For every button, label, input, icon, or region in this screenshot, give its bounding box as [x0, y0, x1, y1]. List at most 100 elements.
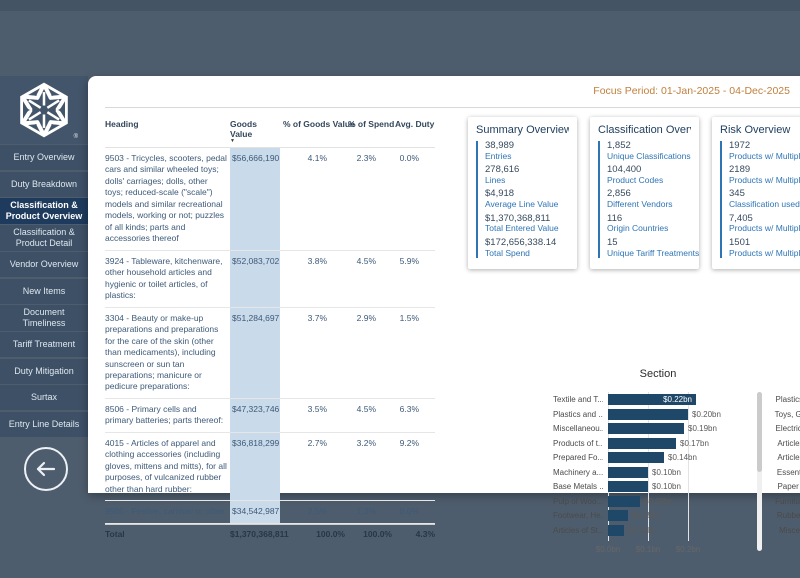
sidebar-item-duty-breakdown[interactable]: Duty Breakdown [0, 171, 88, 197]
stat-label: Lines [485, 175, 506, 186]
cell-heading: 4015 - Articles of apparel and clothing … [105, 437, 227, 494]
top-strip [0, 0, 800, 11]
headings-table: Heading Goods Value ▼ % of Goods Value %… [105, 116, 435, 544]
bar-footwear-he[interactable] [608, 510, 628, 521]
stat-item: $172,656,338.14 Total Spend [485, 237, 569, 259]
bar-products-of-t[interactable] [608, 437, 676, 449]
bar-plastics-and[interactable] [608, 408, 688, 420]
sidebar-nav: Entry Overview Duty Breakdown Classificati… [0, 145, 88, 437]
col-pct-spend[interactable]: % of Spend [348, 119, 395, 129]
category-label: Base Metals ... [553, 482, 603, 491]
category-label: Products of t... [553, 438, 603, 448]
cell-avg-duty: 0.0% [399, 153, 419, 163]
cell-goods-value: $36,818,299 [230, 432, 280, 501]
sidebar-item-label: Vendor Overview [9, 259, 79, 270]
bar-value-label: $0.14bn [668, 453, 697, 462]
category-label: Miscellaneou... [553, 424, 603, 433]
sidebar-item-tariff-treatment[interactable]: Tariff Treatment [0, 332, 88, 358]
total-pct-spend: 100.0% [363, 528, 392, 539]
bar-value-label: $0.10bn [652, 467, 681, 477]
table-row[interactable]: 9503 - Tricycles, scooters, pedal cars a… [105, 148, 435, 251]
stat-value: $4,918 [485, 188, 515, 200]
axis-tick-label: $0.0bn [595, 545, 621, 554]
card-title: Classification Overview [598, 124, 691, 136]
sidebar-item-classification-product-overview[interactable]: Classification & Product Overview [0, 198, 88, 224]
bar-machinery-a[interactable] [608, 466, 648, 478]
stat-item: 104,400 Product Codes [607, 164, 691, 186]
card-stats: 1,852 Unique Classifications 104,400 Produc… [598, 140, 699, 259]
table-row[interactable]: 9505 - Festive, carnival or other $34,542… [105, 501, 435, 524]
table-row[interactable]: 8506 - Primary cells and primary batteri… [105, 398, 435, 433]
cell-heading: 3304 - Beauty or make-up preparations an… [105, 312, 219, 392]
stat-label: Unique Classifications [607, 150, 691, 161]
stat-value: 116 [607, 212, 623, 224]
category-label: Articles Of A... [777, 438, 800, 448]
stat-label: Products w/ Multiple T [729, 175, 800, 186]
category-label: Toys, Games... [774, 409, 800, 419]
bar-value-label: $0.19bn [688, 424, 717, 433]
chart-section: Section $0.0bn $0.1bn $0.2bn Textile and T..… [553, 368, 763, 560]
stat-label: Average Line Value [485, 199, 559, 210]
bar-value-label: $0.20bn [692, 409, 721, 419]
stat-item: 116 Origin Countries [607, 212, 691, 235]
bar-textile-and-t[interactable] [608, 394, 696, 405]
sidebar-item-duty-mitigation[interactable]: Duty Mitigation [0, 358, 88, 384]
cell-pct-spend: 4.5% [356, 255, 376, 266]
sidebar-item-document-timeliness[interactable]: Document Timeliness [0, 305, 88, 331]
table-row[interactable]: 4015 - Articles of apparel and clothing … [105, 432, 435, 502]
table-row[interactable]: 3924 - Tableware, kitchenware, other hou… [105, 250, 435, 308]
category-label: Miscellaneo... [779, 525, 800, 535]
cell-goods-value: $47,323,746 [230, 398, 280, 432]
col-goods-value[interactable]: Goods Value ▼ [230, 119, 280, 144]
chart-scrollbar[interactable] [757, 392, 762, 551]
bar-base-metals[interactable] [608, 481, 648, 492]
category-label: Plastics And ... [775, 395, 800, 404]
card-title: Risk Overview [720, 124, 791, 136]
cell-avg-duty: 1.5% [399, 312, 419, 323]
sidebar-item-classification-product-detail[interactable]: Classification & Product Detail [0, 225, 88, 251]
stat-label: Products w/ Multiple C [729, 247, 800, 258]
sidebar-item-label: Classification & Product Detail [13, 227, 75, 248]
bar-articles-of-st[interactable] [608, 524, 624, 536]
category-label: Textile and T... [553, 395, 603, 404]
stat-value: 2,856 [607, 188, 631, 200]
cell-heading: 8506 - Primary cells and primary batteri… [105, 403, 224, 426]
header-divider [105, 107, 800, 108]
sidebar-item-surtax[interactable]: Surtax [0, 385, 88, 411]
stat-item: 2,856 Different Vendors [607, 188, 691, 210]
bar-pulp-of-woo[interactable] [608, 495, 640, 507]
focus-period-label: Focus Period: 01-Jan-2025 - 04-Dec-2025 [593, 85, 790, 97]
cell-pct-spend: 3.2% [356, 437, 376, 448]
category-label: Footwear, He... [553, 511, 603, 520]
table-row[interactable]: 3304 - Beauty or make-up preparations an… [105, 307, 435, 399]
hexagon-cube-logo-icon [16, 82, 72, 138]
table-body: 9503 - Tricycles, scooters, pedal cars a… [105, 148, 435, 544]
sort-desc-icon[interactable]: ▼ [230, 138, 235, 144]
bar-prepared-fo[interactable] [608, 452, 664, 463]
cell-goods-value: $51,284,697 [230, 307, 280, 398]
chart-scrollbar-thumb[interactable] [757, 392, 762, 472]
sidebar-item-entry-overview[interactable]: Entry Overview [0, 145, 88, 170]
sidebar-item-entry-line-details[interactable]: Entry Line Details [0, 411, 88, 437]
total-pct-goods: 100.0% [316, 528, 345, 539]
category-label: Furniture; Be... [775, 496, 800, 506]
sidebar-item-new-items[interactable]: New Items [0, 278, 88, 304]
col-avg-duty[interactable]: Avg. Duty [395, 119, 435, 129]
cell-avg-duty: 6.3% [399, 403, 419, 414]
cell-pct-spend: 2.3% [356, 153, 376, 163]
bar-miscellaneou[interactable] [608, 423, 684, 434]
total-heading: Total [105, 528, 125, 539]
stat-label: Product Codes [607, 175, 664, 186]
back-button[interactable] [24, 447, 68, 491]
category-label: Essential Oil... [776, 467, 800, 477]
category-label: Electrical Ma... [775, 424, 800, 433]
sidebar-item-vendor-overview[interactable]: Vendor Overview [0, 252, 88, 278]
col-pct-goods-value[interactable]: % of Goods Value [283, 119, 355, 129]
stat-label: Products w/ Multiple C [729, 150, 800, 161]
col-heading[interactable]: Heading [105, 119, 139, 129]
